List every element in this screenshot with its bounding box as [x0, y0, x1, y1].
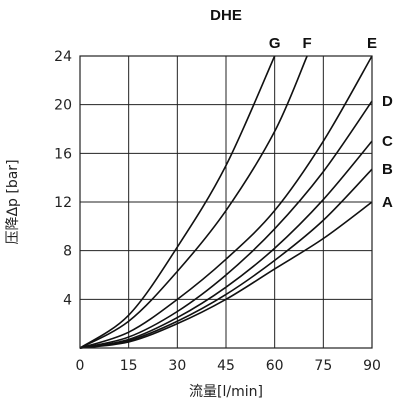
curve-g — [79, 55, 276, 349]
x-tick-label: 30 — [168, 358, 186, 374]
curve-e — [79, 55, 373, 349]
curve-c — [79, 140, 373, 349]
chart-title: DHE — [210, 7, 242, 24]
curve-b — [79, 168, 373, 349]
grid — [80, 56, 372, 348]
y-tick-label: 4 — [63, 292, 72, 308]
curve-f — [79, 55, 308, 349]
y-tick-label: 16 — [54, 146, 72, 162]
curve-label-g: G — [269, 35, 281, 52]
x-tick-label: 90 — [363, 358, 381, 374]
curve-label-b: B — [382, 161, 393, 178]
x-axis-label: 流量[l/min] — [189, 384, 263, 400]
x-tick-label: 60 — [266, 358, 284, 374]
y-tick-label: 12 — [54, 195, 72, 211]
y-tick-label: 24 — [54, 49, 72, 65]
y-tick-label: 8 — [63, 244, 72, 260]
curve-label-f: F — [303, 35, 312, 52]
curve-label-a: A — [382, 194, 393, 211]
curve-a — [79, 201, 373, 349]
curve-labels: ABC D E F G — [269, 35, 393, 211]
plot-frame — [79, 55, 373, 349]
tick-labels: 0 15 30 45 60 75 90 4 8 12 16 20 24 — [54, 49, 381, 374]
curve-label-e: E — [367, 35, 377, 52]
x-tick-label: 75 — [314, 358, 332, 374]
x-tick-label: 45 — [217, 358, 235, 374]
y-axis-label: 压降Δp [bar] — [5, 159, 21, 244]
y-tick-label: 20 — [54, 98, 72, 114]
x-tick-label: 15 — [120, 358, 138, 374]
curves — [79, 55, 373, 349]
curve-d — [79, 100, 373, 349]
curve-label-d: D — [382, 93, 393, 110]
x-tick-label: 0 — [76, 358, 85, 374]
curve-label-c: C — [382, 133, 393, 150]
